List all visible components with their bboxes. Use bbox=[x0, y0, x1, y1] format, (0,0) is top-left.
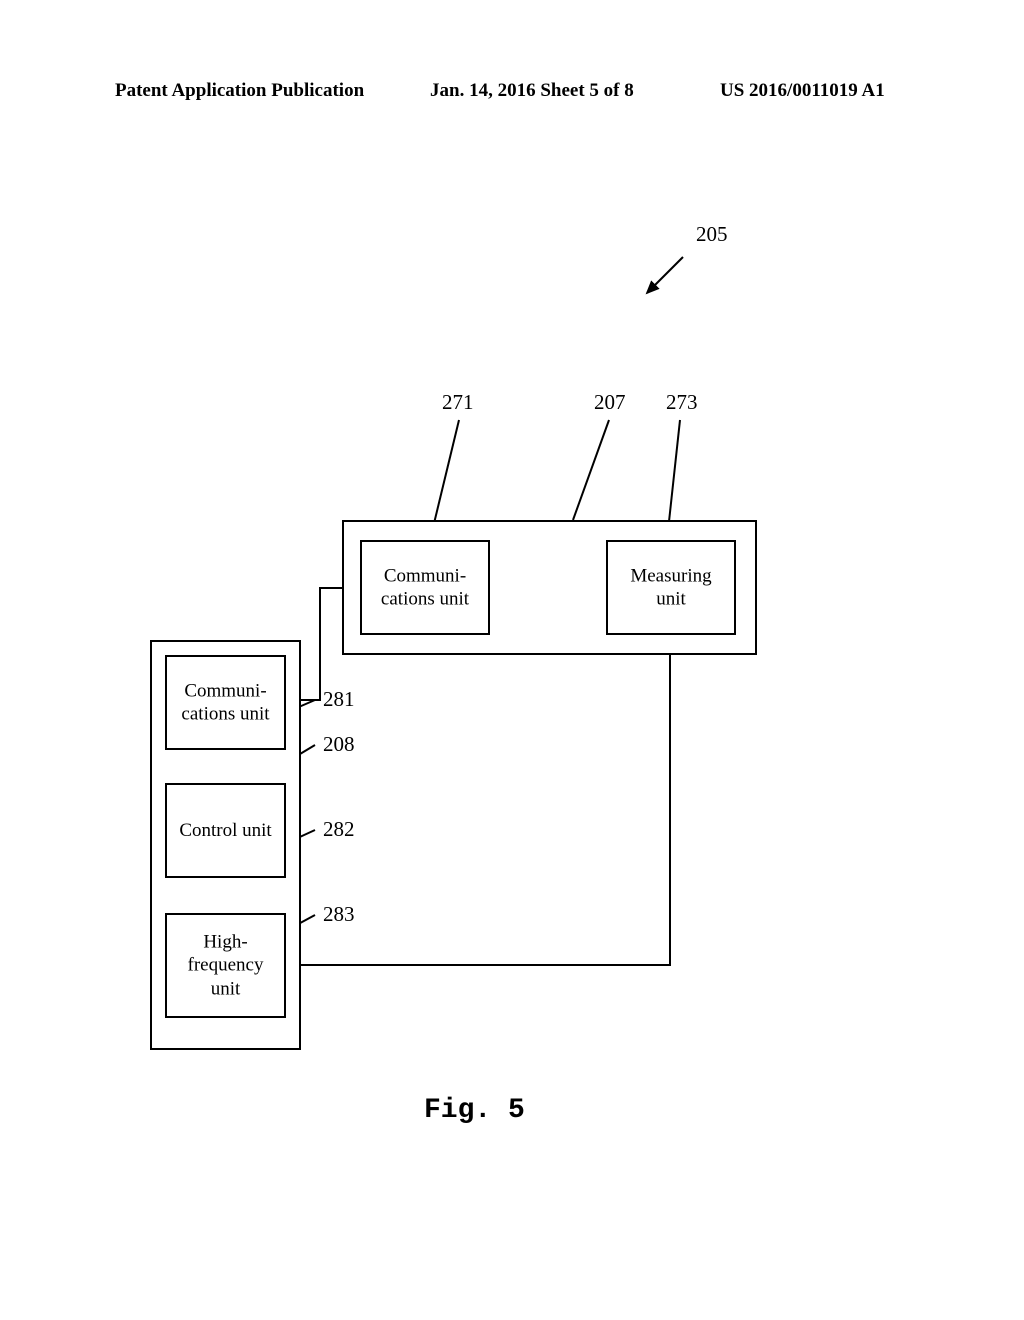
label-communications-top: Communi- cations unit bbox=[362, 564, 488, 612]
ref-207: 207 bbox=[594, 390, 626, 415]
box-measuring-unit: Measuring unit bbox=[606, 540, 736, 635]
ref-282: 282 bbox=[323, 817, 355, 842]
figure-caption: Fig. 5 bbox=[424, 1095, 525, 1126]
box-communications-side: Communi- cations unit bbox=[165, 655, 286, 750]
page: Patent Application Publication Jan. 14, … bbox=[0, 0, 1024, 1320]
box-communications-top: Communi- cations unit bbox=[360, 540, 490, 635]
ref-271: 271 bbox=[442, 390, 474, 415]
box-high-frequency-unit: High- frequency unit bbox=[165, 913, 286, 1018]
ref-283: 283 bbox=[323, 902, 355, 927]
ref-273: 273 bbox=[666, 390, 698, 415]
label-high-frequency-unit: High- frequency unit bbox=[167, 930, 284, 1001]
ref-281: 281 bbox=[323, 687, 355, 712]
label-measuring-unit: Measuring unit bbox=[608, 564, 734, 612]
ref-208: 208 bbox=[323, 732, 355, 757]
label-control-unit: Control unit bbox=[167, 819, 284, 843]
ref-205: 205 bbox=[696, 222, 728, 247]
label-communications-side: Communi- cations unit bbox=[167, 679, 284, 727]
box-control-unit: Control unit bbox=[165, 783, 286, 878]
